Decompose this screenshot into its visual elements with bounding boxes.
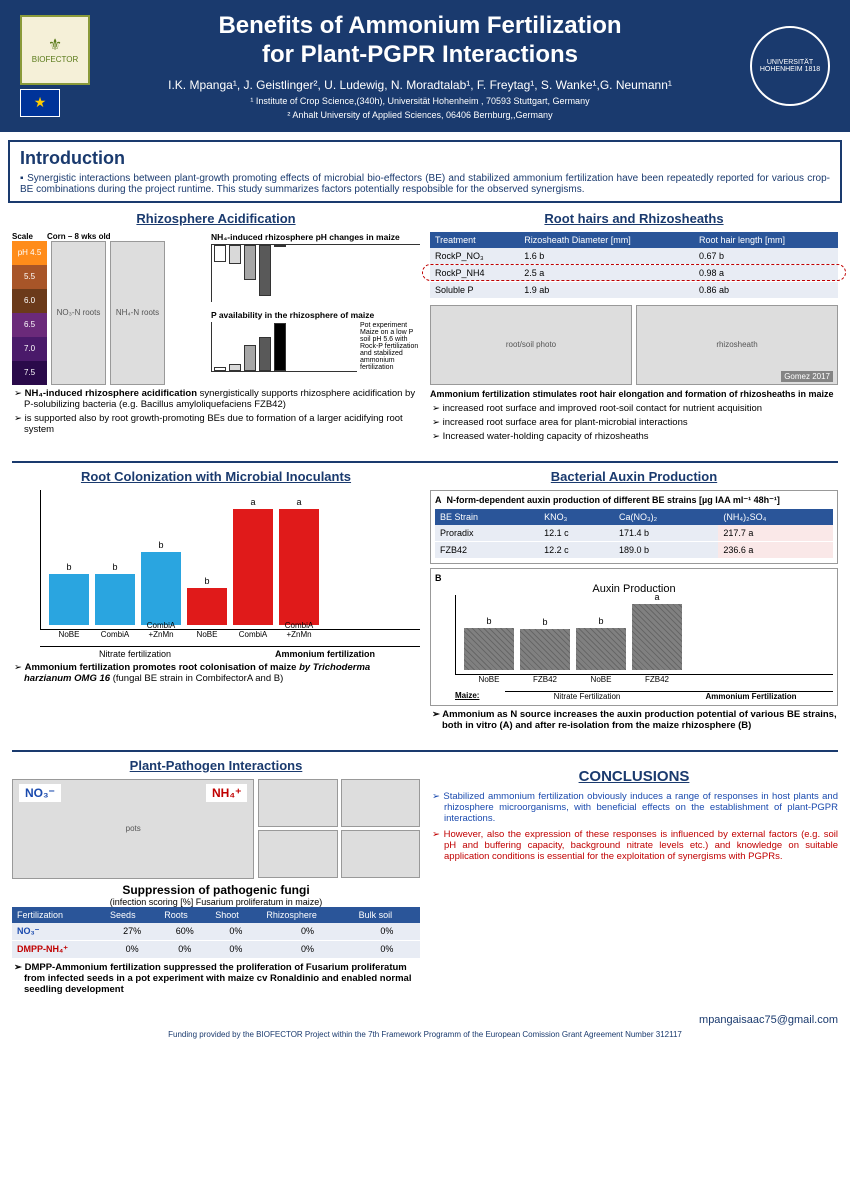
conclusion-1: Stabilized ammonium fertilization obviou… <box>444 791 838 824</box>
auxin-title: Bacterial Auxin Production <box>430 469 838 484</box>
nh4-label: NH₄⁺ <box>206 784 247 802</box>
group-ammonium: Ammonium fertilization <box>230 646 420 659</box>
maize-prefix: Maize: <box>455 691 505 701</box>
eu-flag-icon: ★ <box>20 89 60 117</box>
intro-title: Introduction <box>20 148 830 169</box>
corn-label: Corn – 8 wks old <box>47 232 111 241</box>
group-nitrate: Nitrate fertilization <box>40 646 230 659</box>
pathogen-title: Plant-Pathogen Interactions <box>12 758 420 773</box>
ph-change-chart <box>211 244 420 304</box>
suppression-title: Suppression of pathogenic fungi <box>12 883 420 897</box>
pathogen-img-4 <box>341 830 420 878</box>
section-rhizosphere: Rhizosphere Acidification ScaleCorn – 8 … <box>12 211 420 445</box>
auxin-chart-b: NoBEbFZB42bNoBEbFZB42a <box>455 595 833 675</box>
funding-text: Funding provided by the BIOFECTOR Projec… <box>12 1030 838 1039</box>
rhizo-title: Rhizosphere Acidification <box>12 211 420 226</box>
pathogen-img-2 <box>341 779 420 827</box>
suppression-subtitle: (infection scoring [%] Fusarium prolifer… <box>12 897 420 907</box>
rh-bullet-2: increased root surface area for plant-mi… <box>442 417 838 428</box>
content-grid-3: Plant-Pathogen Interactions NO₃⁻ NH₄⁺ po… <box>0 758 850 1008</box>
auxin-group2: Ammonium Fertilization <box>669 691 833 701</box>
logo-text: BIOFECTOR <box>32 55 79 64</box>
auxin-table-a: BE StrainKNO₃Ca(NO₃)₂(NH₄)₂SO₄ Proradix1… <box>435 509 833 559</box>
ph-scale: pH 4.55.56.06.57.07.5 <box>12 241 47 385</box>
section-conclusions: CONCLUSIONS Stabilized ammonium fertiliz… <box>430 768 838 998</box>
affiliation-1: ¹ Institute of Crop Science,(340h), Univ… <box>105 96 735 106</box>
roothairs-table: TreatmentRizosheath Diameter [mm]Root ha… <box>430 232 838 299</box>
coloniz-title: Root Colonization with Microbial Inocula… <box>12 469 420 484</box>
biofector-logo: ⚜ BIOFECTOR <box>20 15 90 85</box>
rh-bullet-1: increased root surface and improved root… <box>442 403 838 414</box>
roothairs-caption: Ammonium fertilization stimulates root h… <box>430 389 838 399</box>
section-pathogen: Plant-Pathogen Interactions NO₃⁻ NH₄⁺ po… <box>12 758 420 998</box>
rh-bullet-3: Increased water-holding capacity of rhiz… <box>442 431 838 442</box>
section-roothairs: Root hairs and Rhizosheaths TreatmentRiz… <box>430 211 838 445</box>
no3-label: NO₃⁻ <box>19 784 61 802</box>
intro-text: Synergistic interactions between plant-g… <box>20 173 830 195</box>
introduction-box: Introduction Synergistic interactions be… <box>8 140 842 203</box>
root-image-nh4: NH₄-N roots <box>110 241 165 385</box>
divider-1 <box>12 461 838 463</box>
chart1-title: NH₄-induced rhizosphere pH changes in ma… <box>211 232 420 242</box>
section-colonization: Root Colonization with Microbial Inocula… <box>12 469 420 734</box>
content-grid-2: Root Colonization with Microbial Inocula… <box>0 469 850 744</box>
content-grid: Rhizosphere Acidification ScaleCorn – 8 … <box>0 211 850 455</box>
section-auxin: Bacterial Auxin Production A N-form-depe… <box>430 469 838 734</box>
poster-header: ⚜ BIOFECTOR ★ Benefits of Ammonium Ferti… <box>0 0 850 132</box>
authors: I.K. Mpanga¹, J. Geistlinger², U. Ludewi… <box>105 78 735 92</box>
panelA-title: N-form-dependent auxin production of dif… <box>447 495 780 505</box>
rhizosheath-photo-2: rhizosheathGomez 2017 <box>636 305 838 385</box>
chart2-title: P availability in the rhizosphere of mai… <box>211 310 420 320</box>
rhizosheath-photo-1: root/soil photo <box>430 305 632 385</box>
poster-title: Benefits of Ammonium Fertilization for P… <box>105 12 735 70</box>
plant-icon: ⚜ <box>48 35 62 55</box>
auxin-group1: Nitrate Fertilization <box>505 691 669 701</box>
contact-email: mpangaisaac75@gmail.com <box>12 1014 838 1026</box>
colonization-chart: NoBEbCombiAbCombiA +ZnMnbNoBEbCombiAaCom… <box>40 490 420 630</box>
rhizo-bullet-1: NH₄-induced rhizosphere acidification sy… <box>24 388 420 410</box>
university-seal: UNIVERSITÄT HOHENHEIM 1818 <box>750 26 830 106</box>
pot-caption: Pot experiment Maize on a low P soil pH … <box>360 322 420 371</box>
rhizo-bullet-2: is supported also by root growth-promoti… <box>24 413 420 435</box>
header-text-block: Benefits of Ammonium Fertilization for P… <box>105 12 735 120</box>
pathogen-img-1 <box>258 779 337 827</box>
coloniz-bullet: Ammonium fertilization promotes root col… <box>24 662 420 684</box>
p-avail-chart: Pot experiment Maize on a low P soil pH … <box>211 322 420 382</box>
conclusion-2: However, also the expression of these re… <box>444 829 838 862</box>
root-image-no3: NO₃-N roots <box>51 241 106 385</box>
scale-label: Scale <box>12 232 47 241</box>
roothairs-title: Root hairs and Rhizosheaths <box>430 211 838 226</box>
photo-credit: Gomez 2017 <box>781 371 833 382</box>
footer: mpangaisaac75@gmail.com Funding provided… <box>0 1008 850 1049</box>
conclusions-title: CONCLUSIONS <box>430 768 838 785</box>
suppression-table: FertilizationSeedsRootsShootRhizosphereB… <box>12 907 420 959</box>
auxin-bullet: Ammonium as N source increases the auxin… <box>442 709 838 731</box>
affiliation-2: ² Anhalt University of Applied Sciences,… <box>105 110 735 120</box>
logo-column: ⚜ BIOFECTOR ★ <box>20 15 90 117</box>
pathogen-bullet: DMPP-Ammonium fertilization suppressed t… <box>24 962 420 995</box>
pathogen-img-3 <box>258 830 337 878</box>
pot-experiment-photo: NO₃⁻ NH₄⁺ pots <box>12 779 254 879</box>
divider-2 <box>12 750 838 752</box>
